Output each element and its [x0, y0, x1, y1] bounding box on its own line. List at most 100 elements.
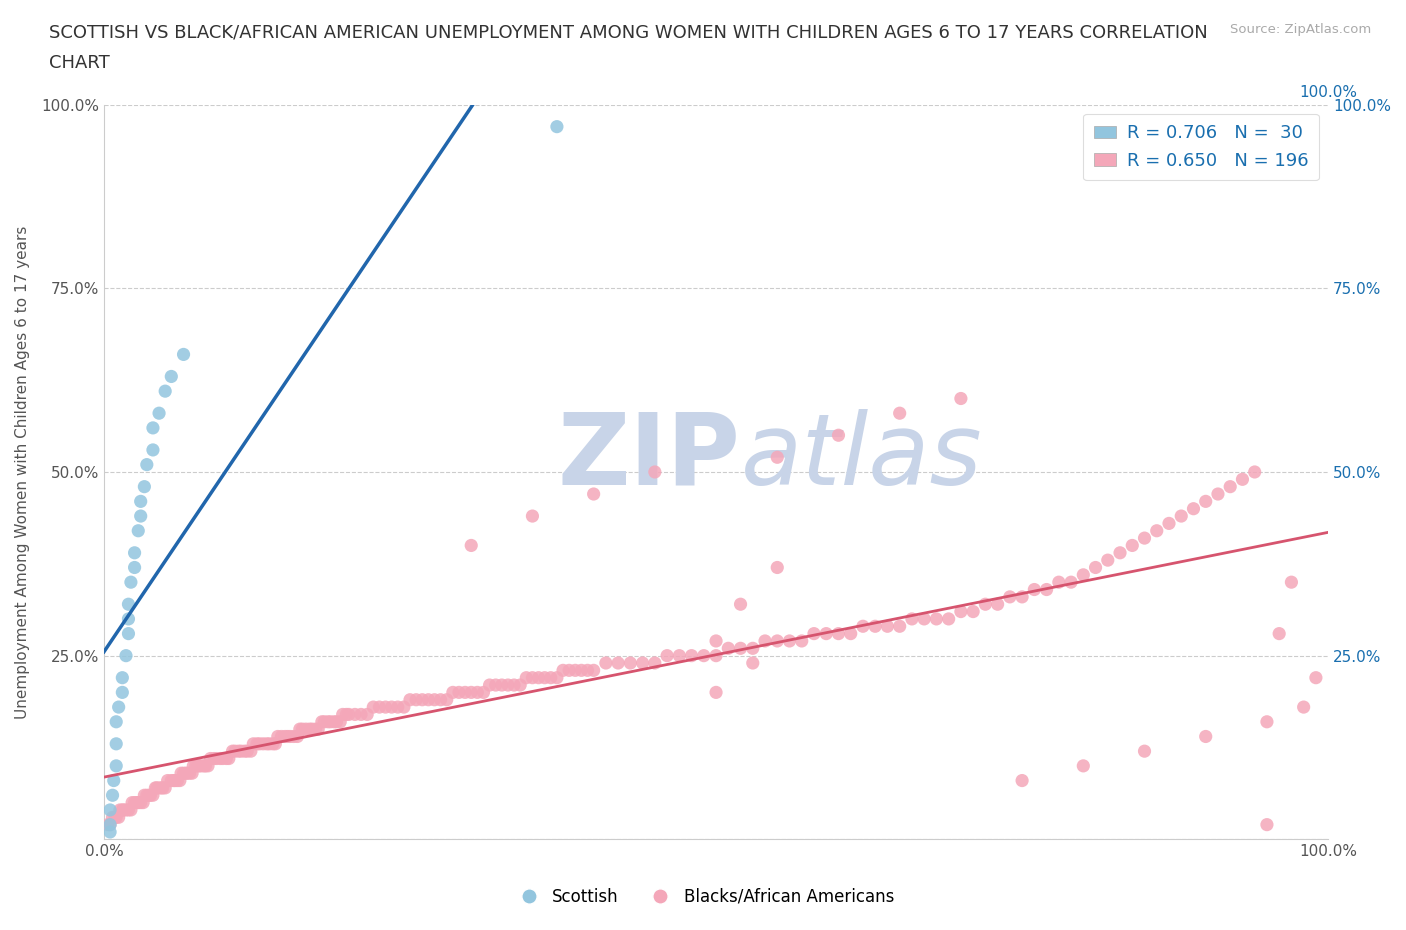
Point — [242, 737, 264, 751]
Point — [974, 597, 997, 612]
Point — [411, 692, 433, 707]
Point — [1133, 531, 1156, 546]
Point — [163, 773, 186, 788]
Point — [418, 692, 440, 707]
Point — [335, 707, 357, 722]
Point — [693, 648, 716, 663]
Point — [142, 420, 165, 435]
Point — [1035, 582, 1057, 597]
Point — [111, 803, 134, 817]
Point — [1060, 575, 1083, 590]
Point — [1084, 560, 1107, 575]
Point — [329, 714, 352, 729]
Point — [522, 509, 544, 524]
Point — [173, 765, 195, 780]
Text: ZIP: ZIP — [558, 409, 741, 506]
Point — [1243, 465, 1265, 480]
Point — [485, 678, 508, 693]
Point — [938, 612, 960, 627]
Point — [120, 575, 142, 590]
Point — [211, 751, 233, 766]
Point — [467, 685, 489, 700]
Point — [681, 648, 703, 663]
Point — [1071, 759, 1094, 774]
Point — [170, 765, 193, 780]
Point — [551, 663, 574, 678]
Point — [863, 618, 886, 633]
Point — [278, 729, 301, 744]
Point — [107, 810, 129, 825]
Point — [228, 744, 250, 759]
Point — [160, 369, 183, 384]
Point — [142, 788, 165, 803]
Point — [803, 626, 825, 641]
Point — [301, 722, 323, 737]
Point — [1146, 524, 1168, 538]
Point — [101, 810, 124, 825]
Point — [200, 751, 222, 766]
Point — [305, 722, 328, 737]
Point — [224, 744, 246, 759]
Point — [256, 737, 278, 751]
Point — [314, 714, 336, 729]
Point — [460, 685, 482, 700]
Point — [478, 678, 501, 693]
Point — [218, 751, 240, 766]
Point — [571, 663, 593, 678]
Point — [124, 795, 146, 810]
Point — [153, 384, 176, 399]
Point — [267, 729, 290, 744]
Legend: R = 0.706   N =  30, R = 0.650   N = 196: R = 0.706 N = 30, R = 0.650 N = 196 — [1083, 113, 1319, 180]
Point — [152, 780, 174, 795]
Point — [319, 714, 342, 729]
Point — [1047, 575, 1070, 590]
Point — [387, 699, 409, 714]
Point — [105, 759, 128, 774]
Point — [447, 685, 470, 700]
Point — [117, 626, 139, 641]
Point — [1024, 582, 1046, 597]
Point — [174, 765, 197, 780]
Point — [576, 663, 599, 678]
Point — [1097, 552, 1119, 567]
Point — [582, 486, 605, 501]
Point — [105, 714, 128, 729]
Point — [546, 671, 568, 685]
Point — [117, 612, 139, 627]
Point — [215, 751, 238, 766]
Point — [298, 722, 321, 737]
Point — [132, 795, 155, 810]
Point — [103, 773, 125, 788]
Point — [142, 443, 165, 458]
Point — [156, 773, 179, 788]
Point — [925, 612, 948, 627]
Point — [644, 465, 666, 480]
Point — [962, 604, 984, 619]
Point — [374, 699, 396, 714]
Point — [1011, 590, 1033, 604]
Point — [429, 692, 451, 707]
Point — [187, 759, 209, 774]
Point — [307, 722, 329, 737]
Point — [619, 656, 641, 671]
Point — [730, 641, 752, 656]
Point — [98, 803, 121, 817]
Point — [564, 663, 586, 678]
Point — [741, 656, 763, 671]
Point — [325, 714, 347, 729]
Point — [852, 618, 875, 633]
Point — [127, 524, 149, 538]
Point — [98, 825, 121, 840]
Point — [288, 722, 311, 737]
Point — [98, 817, 121, 832]
Point — [1195, 494, 1218, 509]
Point — [1268, 626, 1291, 641]
Point — [145, 780, 167, 795]
Point — [184, 759, 207, 774]
Point — [815, 626, 838, 641]
Point — [108, 803, 131, 817]
Point — [107, 699, 129, 714]
Point — [153, 780, 176, 795]
Point — [717, 641, 740, 656]
Point — [1281, 575, 1303, 590]
